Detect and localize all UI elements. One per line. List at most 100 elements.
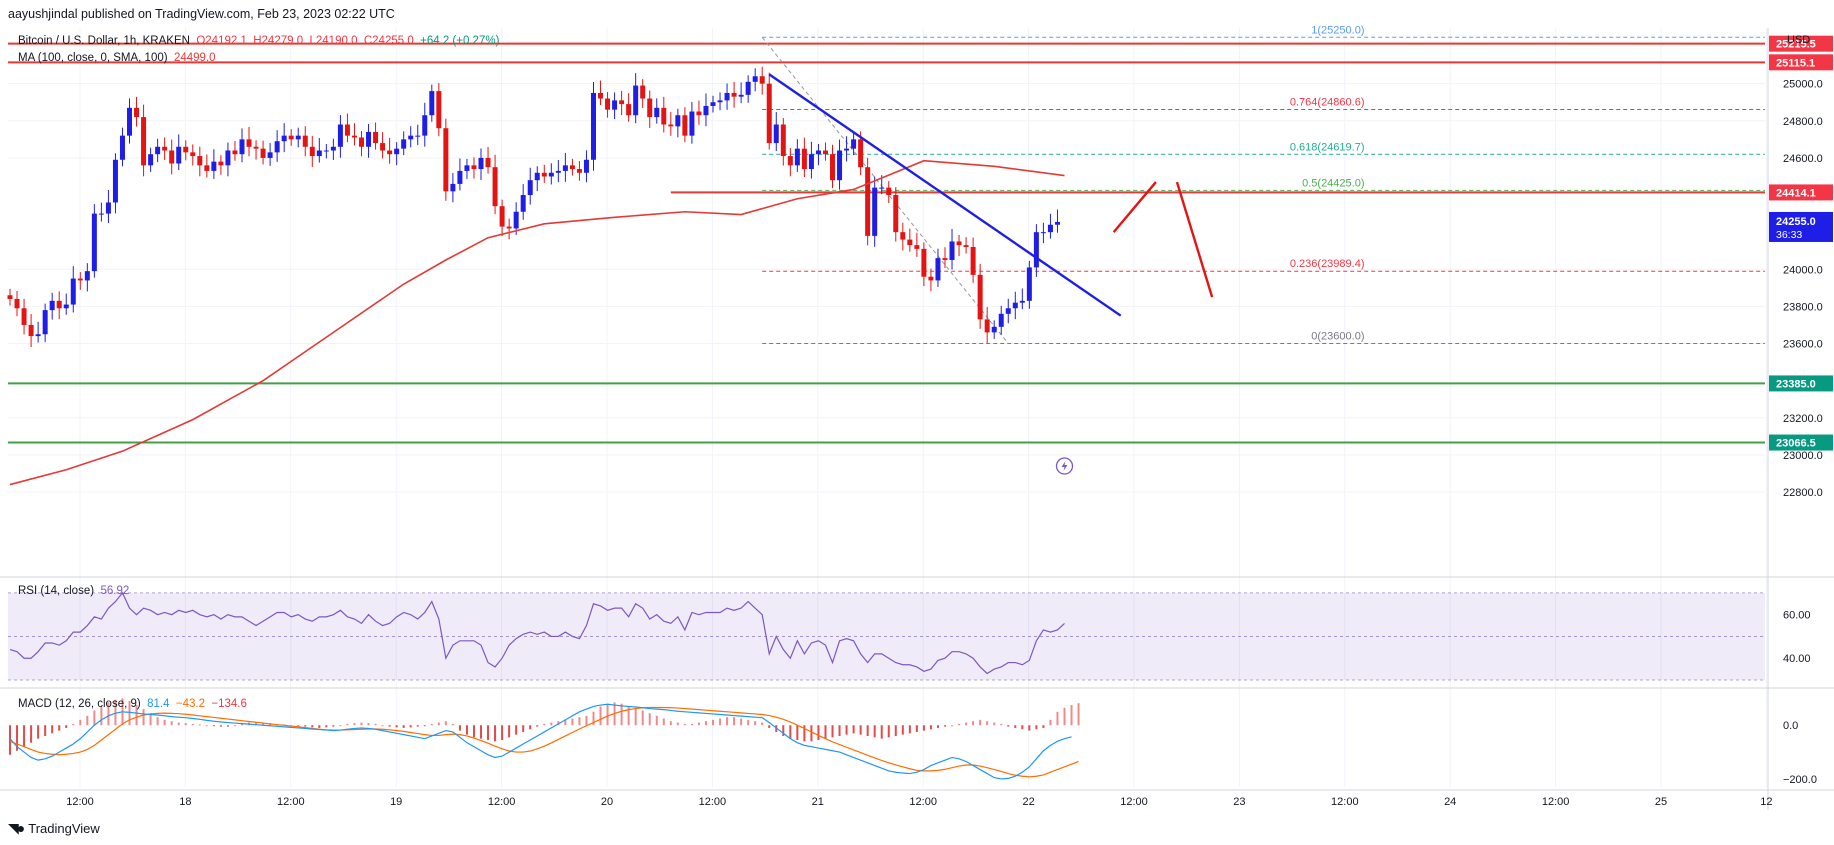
candle-bear[interactable] — [169, 139, 175, 175]
candle-bear[interactable] — [640, 79, 646, 108]
candle-bear[interactable] — [780, 118, 786, 166]
candle-bear[interactable] — [626, 93, 632, 122]
candle-bull[interactable] — [583, 150, 589, 183]
candle-bull[interactable] — [42, 303, 48, 343]
candle-bull[interactable] — [239, 128, 245, 163]
candle-bull[interactable] — [112, 153, 118, 214]
candle-bear[interactable] — [309, 135, 315, 168]
candle-bull[interactable] — [717, 92, 723, 111]
candle-bull[interactable] — [794, 139, 800, 172]
candle-bear[interactable] — [970, 237, 976, 283]
candle-bear[interactable] — [351, 123, 357, 146]
candle-bear[interactable] — [668, 112, 674, 136]
candle-bull[interactable] — [148, 147, 154, 172]
candle-bull[interactable] — [808, 141, 814, 179]
tradingview-logo[interactable]: ◥● TradingView — [8, 820, 100, 837]
candle-bull[interactable] — [316, 138, 322, 163]
candle-bear[interactable] — [344, 113, 350, 143]
candle-bear[interactable] — [141, 104, 147, 177]
candle-bull[interactable] — [949, 229, 955, 270]
candle-bull[interactable] — [84, 263, 90, 292]
candle-bull[interactable] — [70, 266, 76, 313]
candle-bull[interactable] — [710, 95, 716, 113]
candle-bull[interactable] — [548, 163, 554, 185]
ma-legend[interactable]: MA (100, close, 0, SMA, 100) 24499.0 — [18, 52, 216, 64]
candle-bull[interactable] — [1054, 209, 1060, 233]
candle-bull[interactable] — [155, 138, 161, 163]
candle-bull[interactable] — [991, 320, 997, 339]
candle-bear[interactable] — [865, 157, 871, 246]
candle-bull[interactable] — [63, 293, 69, 315]
candle-bull[interactable] — [274, 130, 280, 162]
candle-bear[interactable] — [499, 199, 505, 237]
candle-bear[interactable] — [914, 232, 920, 257]
symbol-name[interactable]: Bitcoin / U.S. Dollar, 1h, KRAKEN — [18, 35, 190, 47]
candle-bear[interactable] — [134, 96, 140, 127]
candle-bear[interactable] — [893, 187, 899, 242]
candle-bear[interactable] — [162, 137, 168, 160]
candle-bull[interactable] — [1047, 213, 1053, 239]
candle-bear[interactable] — [766, 72, 772, 150]
candle-bull[interactable] — [851, 132, 857, 156]
candle-bear[interactable] — [928, 268, 934, 292]
candle-bull[interactable] — [837, 139, 843, 190]
candle-bear[interactable] — [696, 100, 702, 125]
candle-bull[interactable] — [527, 167, 533, 205]
rsi-legend[interactable]: RSI (14, close) 56.92 — [18, 585, 129, 597]
candle-bull[interactable] — [872, 176, 878, 247]
candle-bull[interactable] — [738, 82, 744, 104]
candle-bear[interactable] — [569, 158, 575, 176]
candle-bull[interactable] — [1026, 260, 1032, 309]
candle-bull[interactable] — [295, 127, 301, 148]
candle-bear[interactable] — [731, 82, 737, 108]
candle-bear[interactable] — [56, 291, 62, 320]
candle-bear[interactable] — [260, 140, 266, 165]
candle-bull[interactable] — [689, 102, 695, 144]
candle-bear[interactable] — [886, 181, 892, 204]
candle-bear[interactable] — [907, 228, 913, 252]
candle-bull[interactable] — [98, 202, 104, 222]
candle-bull[interactable] — [35, 321, 41, 343]
candle-bear[interactable] — [661, 96, 667, 133]
candle-bull[interactable] — [211, 149, 217, 179]
candle-bull[interactable] — [176, 134, 182, 170]
candle-bear[interactable] — [387, 138, 393, 164]
candle-bull[interactable] — [1019, 288, 1025, 310]
candle-bear[interactable] — [605, 92, 611, 118]
candle-bull[interactable] — [464, 158, 470, 179]
candle-bear[interactable] — [436, 83, 442, 137]
candle-bear[interactable] — [204, 154, 210, 178]
candle-bull[interactable] — [408, 126, 414, 148]
candle-bull[interactable] — [1005, 298, 1011, 324]
candle-bear[interactable] — [14, 290, 20, 317]
candle-bear[interactable] — [647, 90, 653, 129]
candle-bull[interactable] — [119, 127, 125, 167]
candle-bull[interactable] — [1033, 224, 1039, 277]
candle-bull[interactable] — [555, 159, 561, 183]
candle-bull[interactable] — [105, 190, 111, 224]
candle-bull[interactable] — [675, 108, 681, 138]
candle-bull[interactable] — [844, 136, 850, 162]
candle-bull[interactable] — [562, 152, 568, 182]
candle-bear[interactable] — [900, 222, 906, 251]
candle-bull[interactable] — [745, 75, 751, 103]
candle-bull[interactable] — [225, 142, 231, 177]
candle-bull[interactable] — [633, 73, 639, 124]
candle-bull[interactable] — [773, 112, 779, 152]
candles[interactable] — [7, 66, 1060, 348]
candle-bear[interactable] — [942, 247, 948, 268]
candle-bull[interactable] — [815, 144, 821, 166]
candle-bull[interactable] — [478, 148, 484, 181]
candle-bear[interactable] — [977, 263, 983, 329]
candle-bear[interactable] — [541, 164, 547, 183]
candle-bear[interactable] — [253, 140, 259, 160]
candle-bull[interactable] — [752, 68, 758, 92]
candle-bull[interactable] — [422, 102, 428, 147]
candle-bear[interactable] — [288, 129, 294, 146]
candle-bear[interactable] — [197, 146, 203, 177]
candle-bear[interactable] — [759, 66, 765, 95]
candle-bull[interactable] — [330, 138, 336, 160]
candle-bull[interactable] — [415, 124, 421, 146]
candle-bull[interactable] — [534, 166, 540, 192]
